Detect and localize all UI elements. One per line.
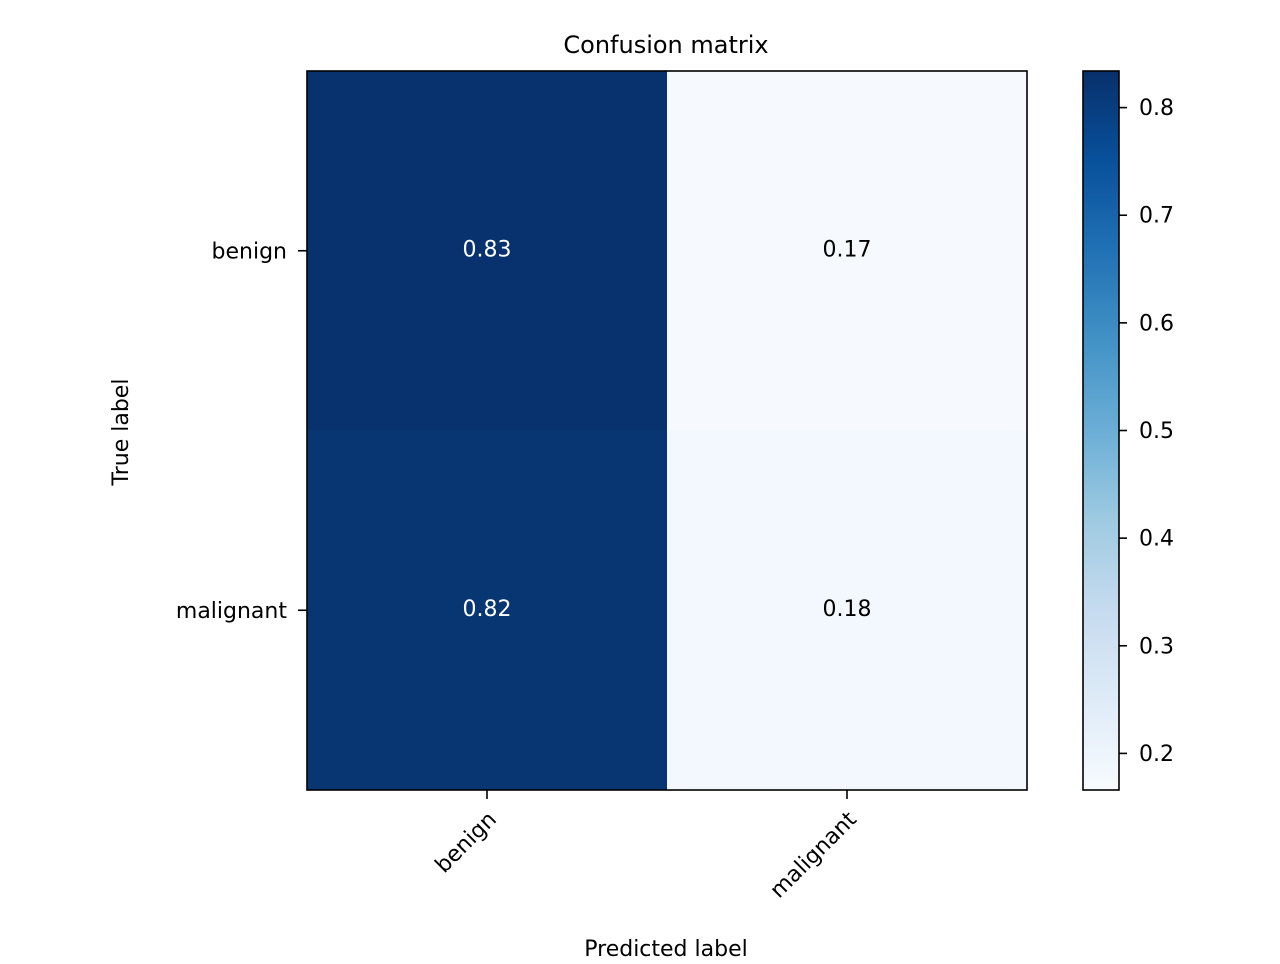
colorbar-tick-label: 0.4	[1139, 527, 1174, 552]
chart-title: Confusion matrix	[563, 31, 768, 59]
matrix-cell-benign-benign	[307, 71, 668, 431]
matrix-cell-malignant-benign	[307, 430, 668, 791]
y-axis-ticks: benign malignant	[176, 239, 307, 624]
cell-value-labels: 0.83 0.17 0.82 0.18	[463, 237, 872, 622]
y-tick-label: malignant	[176, 599, 287, 624]
colorbar-tick-label: 0.6	[1139, 311, 1174, 336]
matrix-cells	[307, 71, 1028, 791]
colorbar-tick-label: 0.2	[1139, 742, 1174, 767]
colorbar-ticks: 0.2 0.3 0.4 0.5 0.6 0.7 0.8	[1119, 96, 1174, 767]
x-tick-label: benign	[431, 807, 502, 878]
cell-value-label: 0.83	[463, 237, 512, 262]
cell-value-label: 0.17	[823, 237, 872, 262]
x-tick-label: malignant	[766, 807, 862, 903]
colorbar-tick-label: 0.8	[1139, 96, 1174, 121]
colorbar	[1082, 70, 1120, 791]
y-tick-label: benign	[212, 239, 287, 264]
x-axis-ticks: benign malignant	[431, 790, 862, 903]
cell-value-label: 0.18	[823, 597, 872, 622]
plot-frame	[306, 70, 1028, 791]
y-axis-label: True label	[109, 379, 134, 487]
cell-value-label: 0.82	[463, 597, 512, 622]
colorbar-tick-label: 0.5	[1139, 419, 1174, 444]
colorbar-tick-label: 0.7	[1139, 204, 1174, 229]
matrix-cell-benign-malignant	[667, 71, 1028, 431]
x-axis-label: Predicted label	[584, 937, 747, 960]
colorbar-tick-label: 0.3	[1139, 634, 1174, 659]
matrix-cell-malignant-malignant	[667, 430, 1028, 791]
